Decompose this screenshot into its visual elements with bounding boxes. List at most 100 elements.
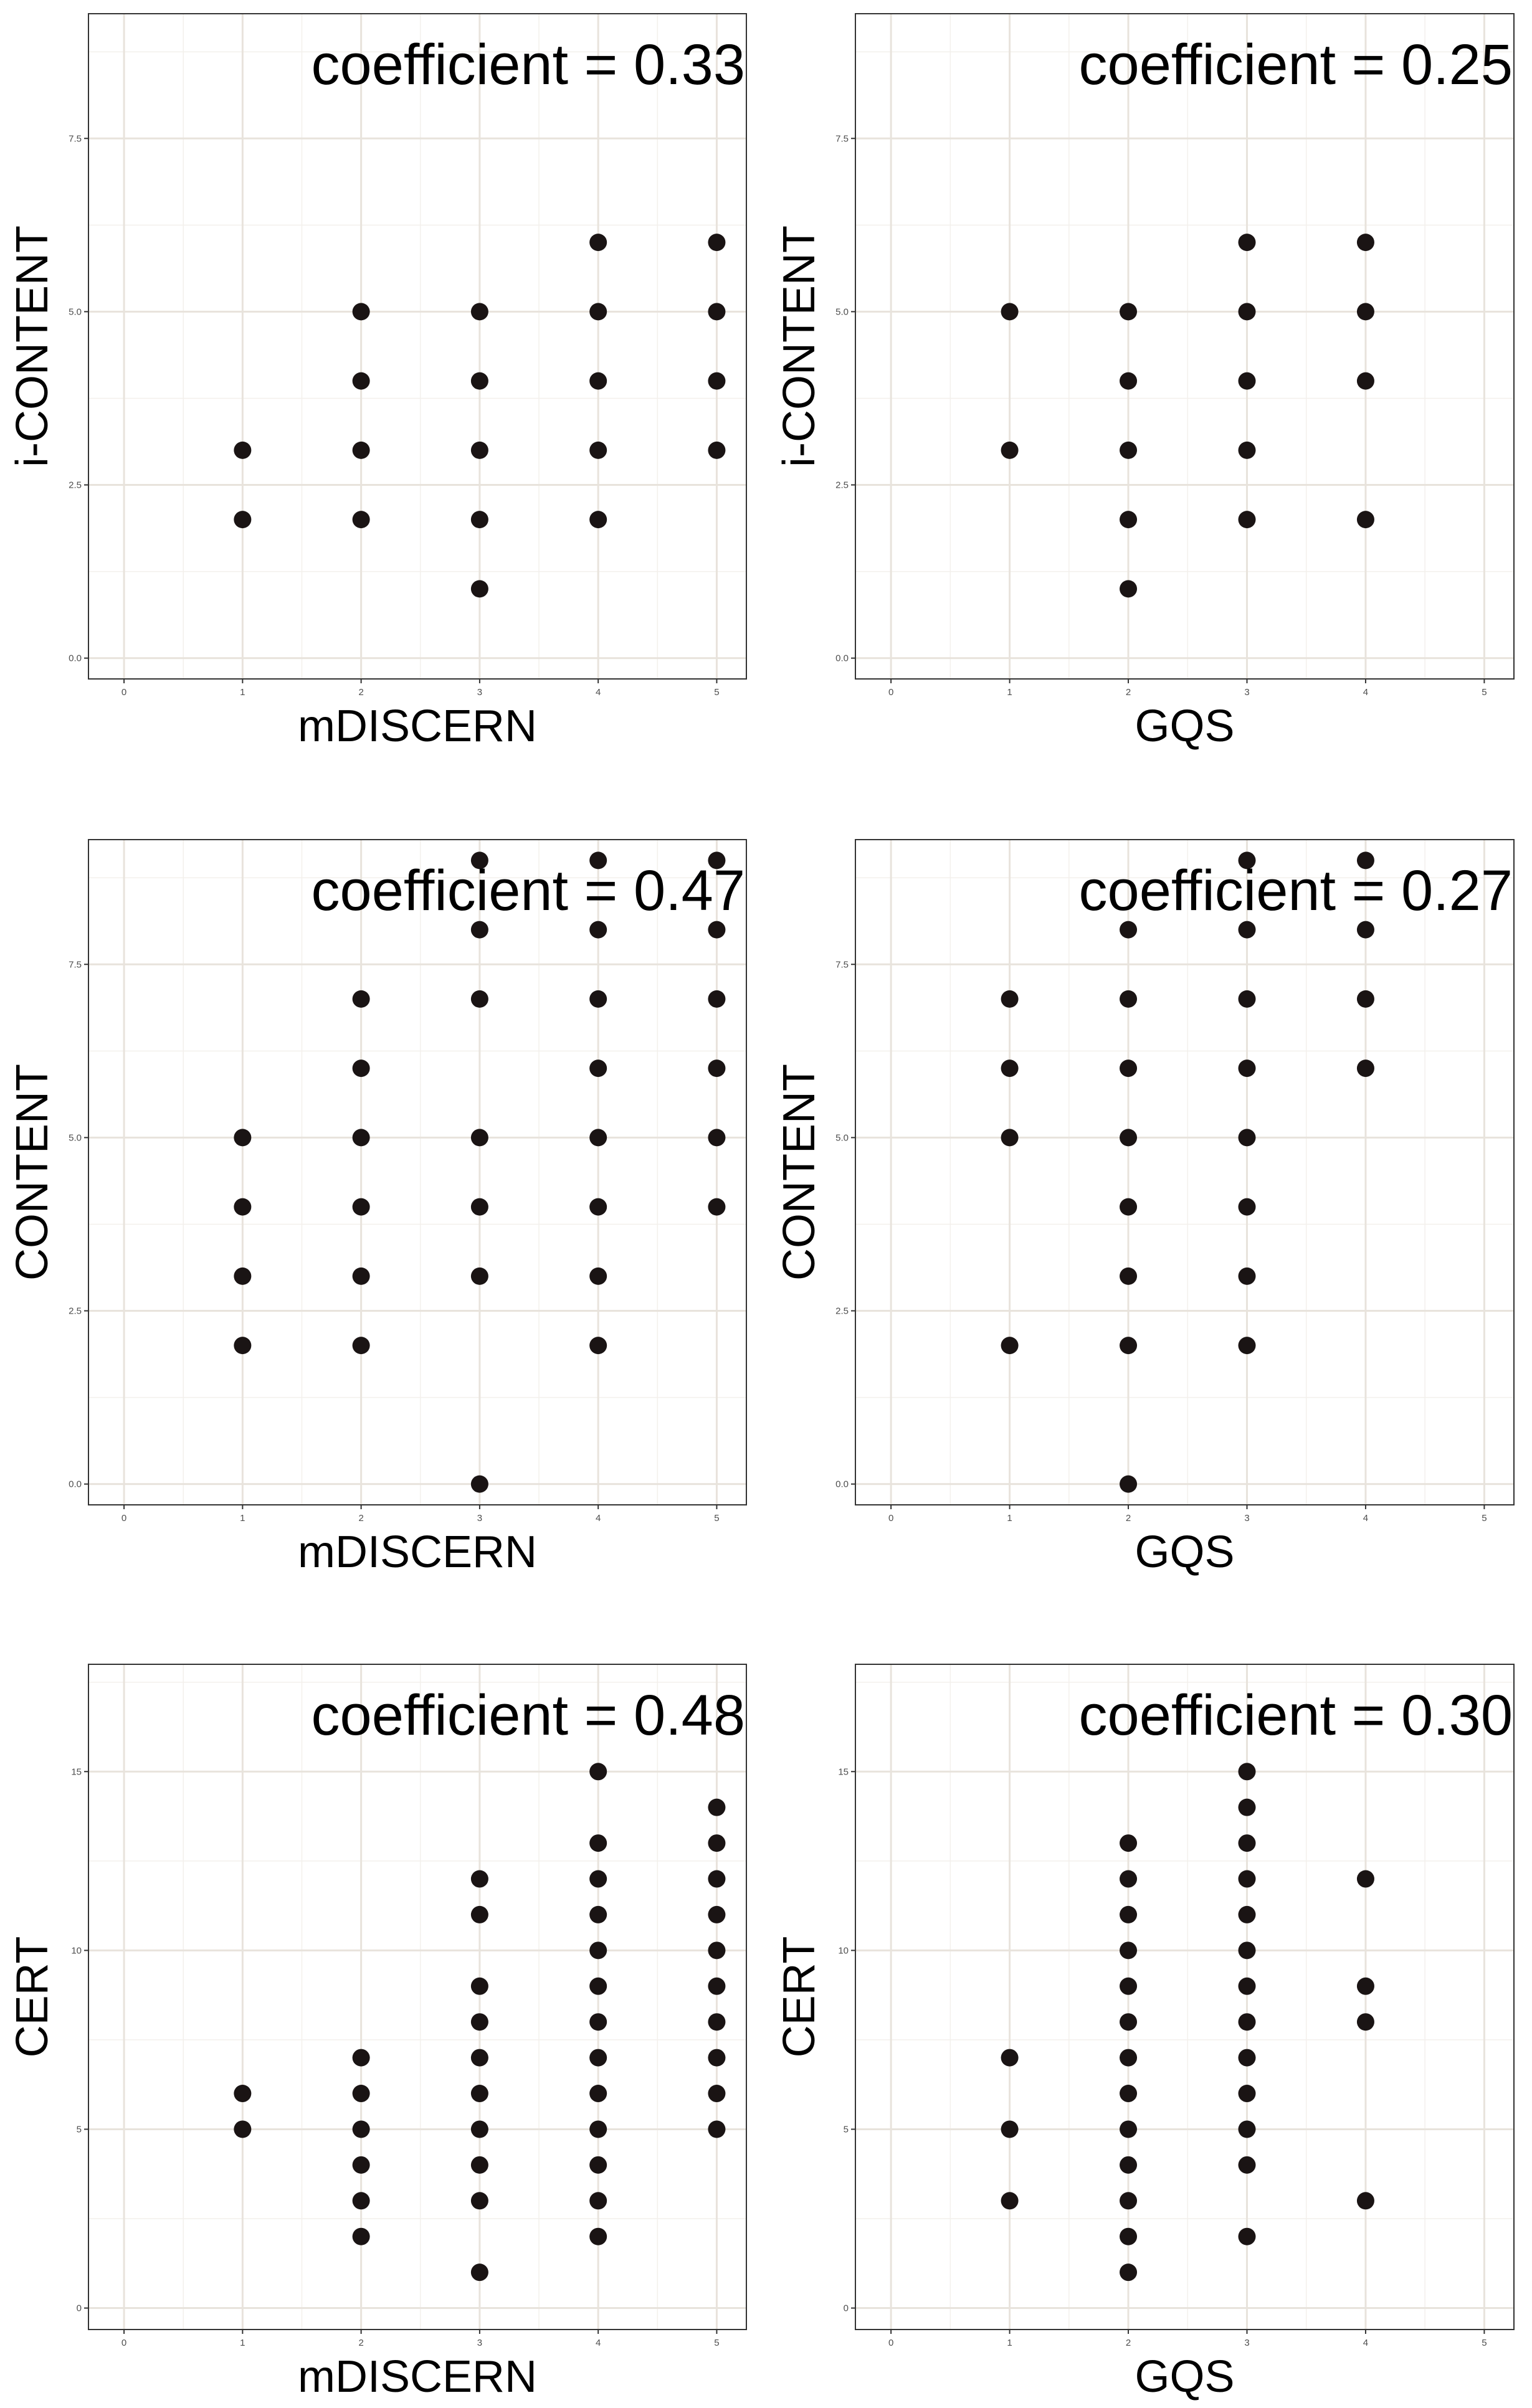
data-point — [1120, 2192, 1138, 2210]
data-point — [1120, 1337, 1138, 1355]
x-tick-label: 3 — [1244, 687, 1249, 698]
data-point — [708, 1905, 726, 1923]
data-point — [352, 511, 370, 529]
data-point — [470, 2263, 488, 2282]
data-point — [470, 303, 488, 321]
data-point — [1120, 2013, 1138, 2031]
data-point — [589, 303, 607, 321]
data-point — [589, 372, 607, 390]
data-point — [1238, 303, 1256, 321]
data-point — [470, 372, 488, 390]
data-point — [1356, 234, 1374, 252]
data-point — [1356, 2192, 1374, 2210]
x-tick-label: 4 — [1363, 687, 1368, 698]
data-point — [1120, 511, 1138, 529]
data-point — [1120, 2227, 1138, 2245]
data-point — [470, 1267, 488, 1285]
x-tick-label: 2 — [1126, 2338, 1131, 2348]
x-tick-label: 4 — [1363, 2338, 1368, 2348]
data-point — [1120, 1870, 1138, 1888]
data-point — [589, 1941, 607, 1960]
data-point — [1120, 441, 1138, 459]
coefficient-annotation: coefficient = 0.47 — [312, 859, 745, 922]
x-tick-label: 3 — [477, 2338, 482, 2348]
data-point — [1001, 303, 1019, 321]
data-point — [1238, 441, 1256, 459]
data-point — [1120, 2120, 1138, 2138]
data-point — [1238, 511, 1256, 529]
data-point — [1120, 303, 1138, 321]
data-point — [1238, 1798, 1256, 1816]
data-point — [1356, 921, 1374, 939]
x-tick-label: 1 — [1007, 1513, 1012, 1524]
data-point — [1120, 990, 1138, 1008]
data-point — [352, 1129, 370, 1147]
data-point — [1238, 1870, 1256, 1888]
data-point — [234, 2120, 252, 2138]
y-tick-label: 2.5 — [835, 480, 849, 491]
panel-background — [855, 14, 1514, 679]
data-point — [470, 2156, 488, 2174]
y-tick-label: 5 — [844, 2124, 849, 2135]
data-point — [589, 2156, 607, 2174]
y-tick-label: 0.0 — [835, 1479, 849, 1490]
data-point — [1356, 372, 1374, 390]
data-point — [1238, 2085, 1256, 2103]
y-tick-label: 2.5 — [69, 1306, 82, 1317]
y-tick-label: 5.0 — [69, 306, 82, 317]
x-tick-label: 2 — [358, 2338, 363, 2348]
data-point — [1001, 1129, 1019, 1147]
x-tick-label: 4 — [596, 687, 601, 698]
y-tick-label: 5.0 — [835, 1132, 849, 1143]
scatter-panel-3: 0 1 2 3 4 5 0.0 2.5 5.0 7.5 mDISCERN CONTENT coeffic… — [7, 839, 747, 1577]
data-point — [589, 1059, 607, 1078]
panel-border — [855, 13, 1515, 680]
data-point — [589, 1905, 607, 1923]
data-point — [589, 1129, 607, 1147]
data-point — [1001, 2049, 1019, 2067]
data-point — [234, 441, 252, 459]
data-point — [470, 1977, 488, 1995]
coefficient-annotation: coefficient = 0.33 — [312, 33, 745, 97]
data-point — [1356, 303, 1374, 321]
data-point — [1238, 990, 1256, 1008]
data-point — [589, 2013, 607, 2031]
data-point — [1120, 1129, 1138, 1147]
data-point — [1001, 1059, 1019, 1078]
data-point — [352, 2085, 370, 2103]
data-point — [589, 1834, 607, 1852]
data-point — [1356, 1059, 1374, 1078]
panel-background — [88, 1664, 746, 2330]
data-point — [352, 1198, 370, 1216]
x-tick-label: 0 — [121, 687, 126, 698]
data-point — [352, 441, 370, 459]
y-axis-title: CONTENT — [7, 1064, 57, 1281]
x-tick-label: 4 — [596, 2338, 601, 2348]
data-point — [708, 372, 726, 390]
data-point — [589, 2085, 607, 2103]
data-point — [708, 1870, 726, 1888]
data-point — [1120, 2049, 1138, 2067]
data-point — [1238, 234, 1256, 252]
panel-background — [88, 14, 746, 679]
data-point — [1238, 1763, 1256, 1781]
x-tick-label: 1 — [1007, 687, 1012, 698]
data-point — [1001, 2120, 1019, 2138]
data-point — [1001, 441, 1019, 459]
data-point — [1120, 1475, 1138, 1493]
data-point — [470, 1870, 488, 1888]
data-point — [470, 1475, 488, 1493]
data-point — [470, 1905, 488, 1923]
data-point — [1120, 1059, 1138, 1078]
data-point — [1356, 851, 1374, 870]
data-point — [589, 511, 607, 529]
x-tick-label: 5 — [714, 1513, 719, 1524]
x-tick-label: 1 — [240, 687, 245, 698]
y-tick-label: 5.0 — [835, 306, 849, 317]
data-point — [589, 2120, 607, 2138]
data-point — [1120, 921, 1138, 939]
scatter-panel-4: 0 1 2 3 4 5 0.0 2.5 5.0 7.5 GQS CONTENT coefficient … — [774, 839, 1515, 1577]
x-axis-title: GQS — [1135, 1527, 1234, 1577]
data-point — [352, 2227, 370, 2245]
x-tick-label: 3 — [1244, 1513, 1249, 1524]
